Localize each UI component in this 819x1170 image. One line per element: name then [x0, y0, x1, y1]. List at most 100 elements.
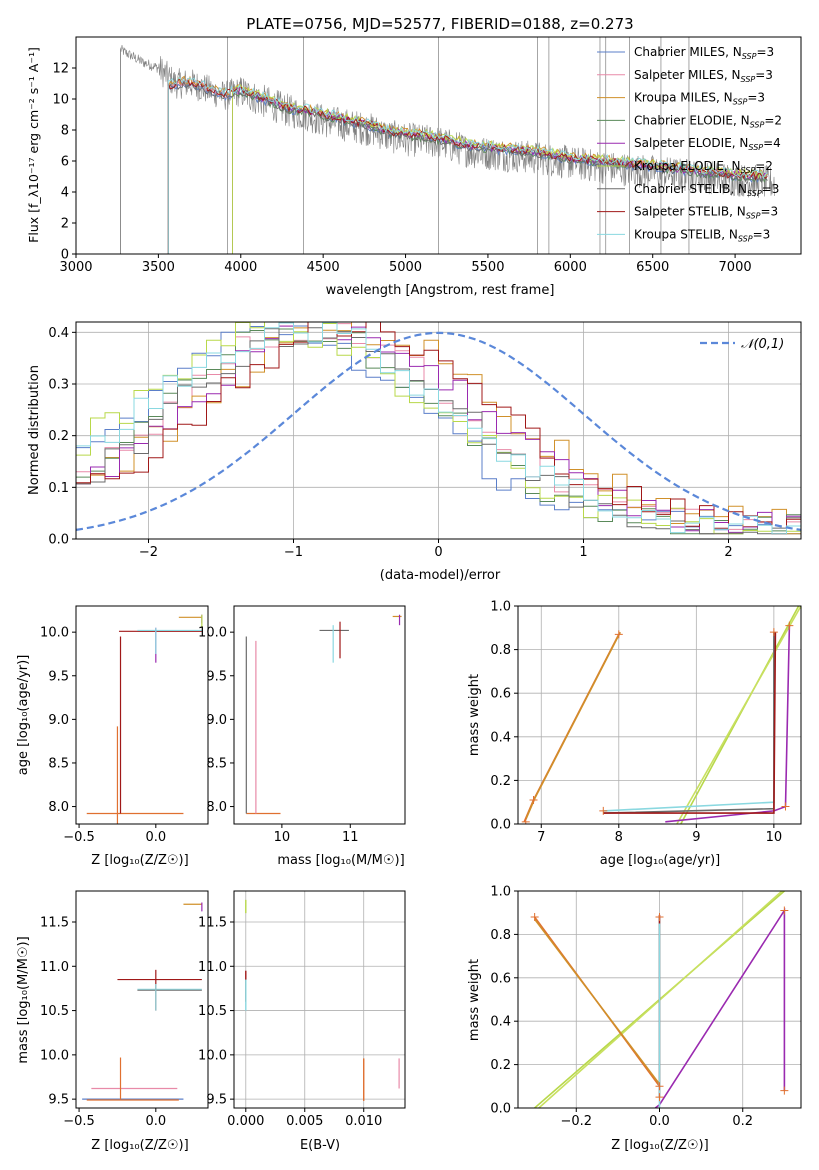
y-tick-label: 9.0 [206, 713, 227, 728]
y-tick-label: 10.5 [40, 1004, 69, 1019]
x-tick-label: 0.005 [286, 1114, 323, 1129]
weight-marker [780, 906, 789, 915]
weight-line [676, 606, 801, 824]
axes-frame [233, 890, 406, 1109]
y-tick-label: 11.0 [198, 960, 227, 975]
x-tick-label: 2 [724, 545, 732, 560]
x-tick-label: 0.010 [345, 1114, 382, 1129]
y-tick-label: 0.0 [490, 818, 511, 833]
y-tick-label: 9.5 [48, 1093, 69, 1108]
y-tick-label: 6 [61, 155, 69, 170]
legend-entry: 𝒩(0,1) [741, 337, 784, 352]
plot-area [82, 902, 203, 1101]
plot-area [530, 891, 789, 1108]
legend-entry: Kroupa ELODIE, NSSP=2 [634, 159, 773, 175]
x-axis-label: mass [log₁₀(M/M☉)] [277, 853, 404, 868]
legend-entry: Salpeter ELODIE, NSSP=4 [634, 136, 781, 152]
y-tick-label: 8 [61, 124, 69, 139]
weight-line [654, 907, 786, 1108]
normal-curve [76, 331, 801, 531]
y-tick-label: 11.5 [198, 916, 227, 931]
x-axis-label: wavelength [Angstrom, rest frame] [326, 283, 555, 298]
axes-frame [75, 36, 802, 255]
x-tick-label: −0.5 [63, 1114, 95, 1129]
y-tick-label: 0.2 [490, 774, 511, 789]
y-tick-label: 8.5 [48, 756, 69, 771]
y-axis-label: mass weight [467, 959, 482, 1041]
x-axis-label: E(B-V) [300, 1138, 340, 1153]
y-tick-label: 0.8 [490, 643, 511, 658]
x-axis-label: Z [log₁₀(Z/Z☉)] [91, 1138, 188, 1153]
y-tick-label: 0.8 [490, 928, 511, 943]
x-tick-label: 0.0 [145, 1114, 166, 1129]
x-tick-label: 0.2 [732, 1114, 753, 1129]
x-tick-label: −0.5 [63, 830, 95, 845]
weight-marker [785, 621, 794, 630]
weight-marker [655, 1093, 664, 1102]
weight-line [603, 632, 775, 814]
y-tick-label: 10 [52, 93, 69, 108]
weight-line [525, 631, 622, 820]
x-tick-label: 1 [579, 545, 587, 560]
mass-vs-extinction-plot: 0.000 0.005 0.010 9.5 10.0 10.5 11.0 11.5 E(B-V) [198, 890, 406, 1153]
weight-marker [530, 913, 539, 922]
plot-area [86, 614, 203, 824]
x-tick-label: 10 [274, 830, 291, 845]
y-tick-label: 8.0 [48, 800, 69, 815]
x-tick-label: −0.2 [560, 1114, 592, 1129]
mass-vs-metallicity-plot: −0.5 0.0 9.5 10.0 10.5 11.0 11.5 Z [log₁₀(Z/Z☉)… [16, 890, 209, 1153]
x-axis-label: age [log₁₀(age/yr)] [600, 853, 721, 868]
y-tick-label: 0.1 [48, 481, 69, 496]
weight-vs-age-plot: 7 8 9 10 0.0 0.2 0.4 0.6 0.8 1.0 age [log₁₀(age/yr… [467, 600, 802, 868]
legend-entry: Chabrier STELIB, NSSP=3 [634, 182, 779, 198]
plot-area [521, 606, 801, 824]
plot-area [245, 899, 400, 1101]
residual-histogram [76, 322, 801, 535]
weight-marker [655, 1082, 664, 1091]
x-tick-label: 0 [434, 545, 442, 560]
model-spectrum [167, 77, 768, 254]
y-axis-label: mass weight [467, 674, 482, 756]
y-tick-label: 4 [61, 186, 69, 201]
x-tick-label: 9 [692, 830, 700, 845]
x-axis-label: Z [log₁₀(Z/Z☉)] [611, 1138, 708, 1153]
x-tick-label: 3500 [142, 260, 175, 275]
plot-area [76, 322, 801, 535]
y-tick-label: 1.0 [490, 600, 511, 615]
x-tick-label: 0.0 [145, 830, 166, 845]
x-tick-label: −1 [284, 545, 303, 560]
y-tick-label: 0 [61, 248, 69, 263]
y-tick-label: 10.0 [40, 1048, 69, 1063]
x-tick-label: −2 [139, 545, 158, 560]
figure-title: PLATE=0756, MJD=52577, FIBERID=0188, z=0… [246, 15, 633, 33]
x-axis-label: (data-model)/error [380, 568, 501, 583]
x-tick-label: 10 [766, 830, 783, 845]
weight-line [533, 918, 661, 1085]
y-tick-label: 0.0 [48, 533, 69, 548]
axes-frame [517, 890, 802, 1109]
weight-marker [769, 628, 778, 637]
x-tick-label: 5500 [471, 260, 504, 275]
weight-marker [614, 630, 623, 639]
legend-entry: Chabrier MILES, NSSP=3 [634, 45, 774, 61]
y-tick-label: 10.0 [40, 626, 69, 641]
y-tick-label: 0.3 [48, 378, 69, 393]
spectrum-plot: 3000 3500 4000 4500 5000 5500 6000 6500 7000 0 2 4 6… [26, 36, 802, 298]
y-tick-label: 1.0 [490, 885, 511, 900]
y-tick-label: 10.5 [198, 1004, 227, 1019]
y-tick-label: 9.5 [48, 669, 69, 684]
x-tick-label: 4500 [307, 260, 340, 275]
x-tick-label: 6500 [636, 260, 669, 275]
legend-entry: Kroupa STELIB, NSSP=3 [634, 227, 770, 243]
model-spectrum [167, 80, 768, 254]
x-axis-label: Z [log₁₀(Z/Z☉)] [91, 853, 188, 868]
axes-frame [75, 890, 209, 1109]
weight-marker [781, 802, 790, 811]
legend-entry: Chabrier ELODIE, NSSP=2 [634, 113, 782, 129]
x-tick-label: 4000 [224, 260, 257, 275]
x-tick-label: 5000 [389, 260, 422, 275]
y-tick-label: 8.0 [206, 800, 227, 815]
legend-entry: Salpeter MILES, NSSP=3 [634, 68, 773, 84]
residual-histogram-plot: −2 −1 0 1 2 0.0 0.1 0.2 0.3 0.4 𝒩(0,1) (data-model)… [27, 321, 802, 583]
